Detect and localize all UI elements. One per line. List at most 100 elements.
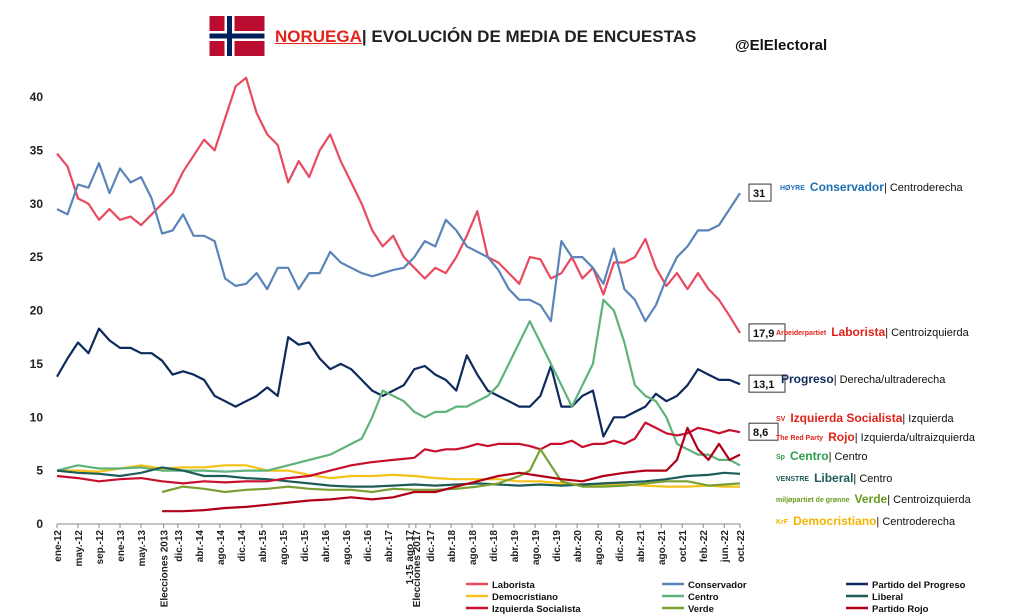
party-name: Centro [789, 449, 829, 463]
series-line-centro [56, 298, 741, 473]
legend-label: Izquierda Socialista [492, 604, 581, 615]
x-tick-label: dic.-16 [363, 530, 374, 562]
legend-label: Centro [688, 592, 719, 603]
x-tick-label: dic.-14 [237, 530, 248, 562]
party-ideology: | Izquierda [902, 413, 954, 425]
end-value-box [748, 422, 779, 441]
x-tick-label: dic.-20 [615, 530, 626, 562]
x-tick-label: ene-13 [116, 530, 127, 562]
party-ideology: | Centro [853, 473, 893, 485]
party-logo-icon: Sp [776, 453, 785, 461]
x-tick-label: abr.-19 [510, 530, 521, 563]
series-line-liberal [56, 466, 741, 488]
party-ideology: | Centroizquierda [887, 494, 971, 506]
x-tick-label: ago.-20 [594, 530, 605, 565]
party-logo-icon: SV [776, 415, 786, 423]
series-line-conservador [56, 162, 741, 323]
x-tick-label: abr.-16 [321, 530, 332, 563]
party-ideology: | Centroizquierda [885, 327, 969, 339]
y-tick-label: 35 [30, 143, 44, 157]
x-tick-label: may.-12 [74, 530, 85, 567]
x-tick-label: may.-13 [137, 530, 148, 567]
x-tick-label: abr.-20 [573, 530, 584, 563]
y-tick-label: 40 [30, 90, 44, 104]
x-tick-label: abr.-21 [636, 530, 647, 563]
title-rest: | EVOLUCIÓN DE MEDIA DE ENCUESTAS [361, 27, 697, 46]
end-value-label: 31 [753, 188, 765, 200]
x-tick-label: abr.-15 [258, 530, 269, 563]
party-row: HØYRE Conservador| Centroderecha [780, 180, 963, 194]
party-row: KrF Democristiano| Centroderecha [776, 514, 955, 528]
party-row: The Red Party Rojo| Izquierda/ultraizquie… [776, 430, 975, 444]
legend-label: Conservador [688, 580, 747, 591]
x-tick-label: oct.-21 [678, 530, 689, 563]
x-tick-label: ago.-15 [279, 530, 290, 565]
party-ideology: | Derecha/ultraderecha [833, 374, 946, 386]
party-row: VENSTRE Liberal| Centro [776, 471, 892, 485]
party-ideology: | Centroderecha [883, 182, 963, 194]
x-tick-label: ene-12 [53, 530, 64, 562]
y-tick-label: 10 [30, 410, 44, 424]
title-country: NORUEGA [275, 27, 362, 46]
party-row: miljøpartiet de grønne Verde| Centroizqui… [776, 492, 971, 506]
end-value-label: 17,9 [753, 328, 774, 340]
y-tick-label: 20 [30, 304, 44, 318]
x-tick-label: oct.-22 [736, 530, 747, 563]
x-tick-label: dic.-18 [489, 530, 500, 562]
x-tick-label: ago.-18 [468, 530, 479, 565]
legend-label: Partido Rojo [872, 604, 929, 615]
norway-flag [209, 16, 265, 56]
y-tick-label: 25 [30, 250, 44, 264]
party-row: SV Izquierda Socialista| Izquierda [776, 411, 954, 425]
y-tick-label: 0 [36, 517, 43, 531]
party-row: Progreso| Derecha/ultraderecha [776, 372, 945, 386]
source-handle: @ElElectoral [735, 37, 828, 54]
party-logo-icon: Arbeiderpartiet [776, 329, 827, 337]
x-tick-label: dic.-19 [552, 530, 563, 562]
party-name: Izquierda Socialista [790, 411, 903, 425]
party-logo-icon: HØYRE [780, 184, 805, 192]
party-ideology: | Centro [828, 451, 868, 463]
end-value-box [748, 183, 772, 202]
series-line-partido-rojo [162, 426, 741, 513]
x-tick-label: sep.-12 [95, 530, 106, 565]
party-name: Rojo [828, 430, 855, 444]
party-row: Sp Centro| Centro [776, 449, 868, 463]
party-name: Conservador [809, 180, 884, 194]
legend-label: Verde [688, 604, 714, 615]
y-tick-label: 30 [30, 197, 44, 211]
x-tick-label: feb.-22 [699, 530, 710, 563]
series-line-izquierda-socialista [56, 421, 741, 485]
x-tick-label: Elecciones 2013 [160, 530, 171, 608]
end-value-box [748, 374, 786, 393]
end-value-box [748, 323, 786, 342]
party-logo-icon: KrF [776, 518, 789, 526]
series-line-verde [161, 448, 741, 494]
end-value-label: 13,1 [753, 379, 774, 391]
x-tick-label: Elecciones 2017 [412, 530, 423, 608]
series-line-partido-del-progreso [56, 327, 741, 438]
x-tick-label: dic.-15 [300, 530, 311, 562]
chart-title: NORUEGA| EVOLUCIÓN DE MEDIA DE ENCUESTAS [275, 27, 696, 47]
party-name: Democristiano [793, 514, 877, 528]
party-ideology: | Izquierda/ultraizquierda [854, 432, 976, 444]
party-name: Progreso [781, 372, 834, 386]
party-logo-icon: The Red Party [776, 434, 824, 442]
x-tick-label: dic.-17 [426, 530, 437, 562]
x-tick-label: 1-15 ago 17 [405, 530, 416, 585]
x-tick-label: ago.-19 [531, 530, 542, 565]
party-ideology: | Centroderecha [876, 516, 956, 528]
y-tick-label: 5 [36, 464, 43, 478]
party-name: Liberal [814, 471, 854, 485]
party-row: Arbeiderpartiet Laborista| Centroizquierd… [776, 325, 969, 339]
party-name: Laborista [831, 325, 886, 339]
x-tick-label: jun.-22 [720, 530, 731, 564]
legend-label: Democristiano [492, 592, 558, 603]
x-tick-label: ago.-14 [216, 530, 227, 565]
x-tick-label: abr.-17 [384, 530, 395, 563]
party-name: Verde [854, 492, 888, 506]
x-tick-label: dic.-13 [174, 530, 185, 562]
x-tick-label: ago.-21 [657, 530, 668, 565]
legend-label: Partido del Progreso [872, 580, 966, 591]
